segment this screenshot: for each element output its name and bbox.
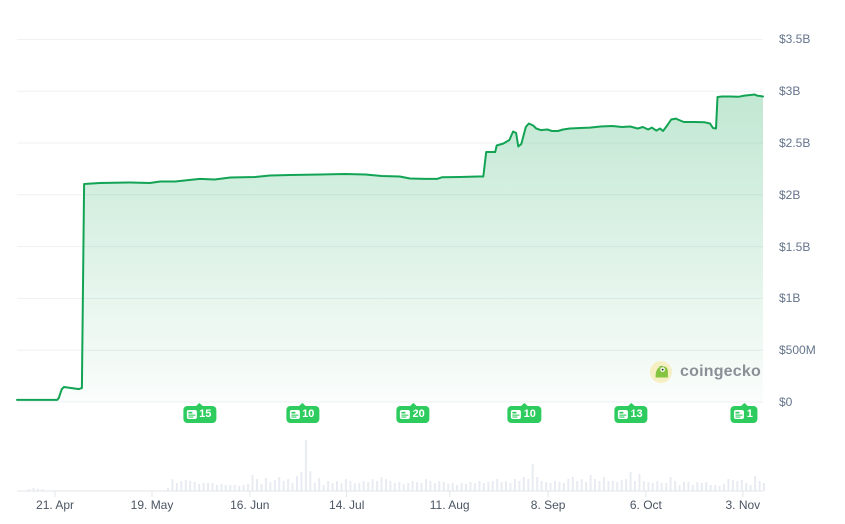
x-axis-label: 14. Jul <box>329 498 365 512</box>
news-count: 13 <box>630 408 643 420</box>
news-count-badge[interactable]: 1 <box>730 406 758 423</box>
newspaper-icon <box>511 410 522 419</box>
newspaper-icon <box>400 410 410 419</box>
y-axis-label: $3.5B <box>779 32 811 47</box>
coingecko-watermark: coingecko <box>649 360 761 384</box>
x-axis-label: 16. Jun <box>230 498 270 512</box>
news-count: 1 <box>746 408 753 420</box>
news-count: 10 <box>302 408 315 420</box>
news-count: 10 <box>523 408 536 420</box>
x-axis-label: 6. Oct <box>629 498 662 512</box>
y-axis-label: $500M <box>779 343 816 358</box>
news-count: 20 <box>412 408 425 420</box>
news-count-badge[interactable]: 13 <box>614 406 648 423</box>
x-axis-label: 8. Sep <box>530 498 566 512</box>
x-axis-line <box>17 490 763 497</box>
y-axis-label: $2B <box>779 187 801 202</box>
coingecko-logo-icon <box>650 361 672 383</box>
newspaper-icon <box>734 410 745 419</box>
x-axis-label: 21. Apr <box>36 498 75 512</box>
y-axis-label: $0 <box>779 395 793 409</box>
news-count-badge[interactable]: 15 <box>183 406 217 423</box>
watermark-text: coingecko <box>680 363 761 380</box>
newspaper-icon <box>289 410 300 419</box>
news-count-badge[interactable]: 10 <box>286 406 320 423</box>
news-count: 15 <box>199 408 212 420</box>
x-axis-label: 19. May <box>130 498 174 512</box>
y-axis-label: $2.5B <box>779 136 811 150</box>
newspaper-icon <box>617 410 628 419</box>
news-count-badge[interactable]: 20 <box>396 406 430 423</box>
x-axis-label: 11. Aug <box>429 498 470 512</box>
volume-bars <box>28 440 765 491</box>
y-axis-label: $3B <box>779 84 801 99</box>
newspaper-icon <box>186 410 197 419</box>
news-count-badge[interactable]: 10 <box>507 406 541 423</box>
x-axis-label: 3. Nov <box>725 498 761 512</box>
y-axis-label: $1.5B <box>779 239 811 254</box>
y-axis-label: $1B <box>779 291 801 306</box>
price-series <box>16 93 764 402</box>
